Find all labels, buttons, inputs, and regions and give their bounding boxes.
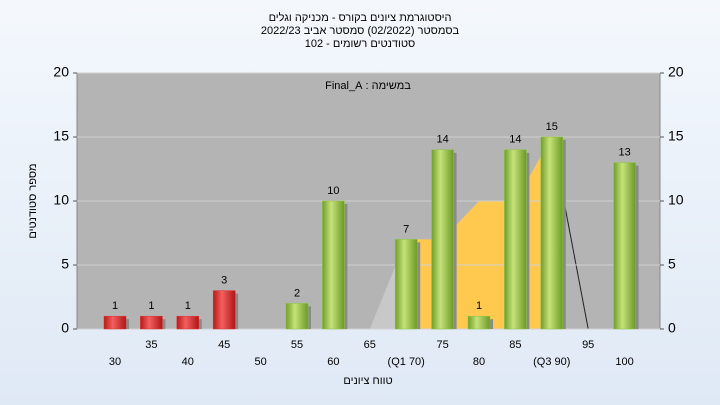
- x-tick-label: 40: [182, 356, 194, 368]
- y2-tick-label: 20: [668, 64, 684, 80]
- title-line: היסטוגרמת ציונים בקורס - מכניקה וגלים: [269, 11, 452, 24]
- bar: [322, 200, 345, 330]
- y2-tick-label: 10: [668, 192, 684, 208]
- x-tick-label: 60: [327, 356, 339, 368]
- y-tick-label: 10: [53, 192, 69, 208]
- bar: [212, 290, 236, 330]
- x-tick-label: 95: [582, 339, 594, 351]
- y-axis-label: מספר סטודנטים: [27, 163, 39, 238]
- x-tick-label: 75: [436, 339, 448, 351]
- x-tick-label: 85: [509, 339, 521, 351]
- bar: [140, 315, 163, 330]
- bar: [504, 149, 527, 330]
- data-label: 3: [221, 275, 227, 287]
- x-tick-label: 35: [145, 339, 157, 351]
- y-tick-label: 5: [61, 256, 69, 272]
- y2-tick-label: 5: [668, 256, 676, 272]
- bar: [467, 315, 491, 330]
- y-tick-label: 20: [53, 64, 69, 80]
- data-label: 15: [546, 121, 558, 133]
- data-label: 10: [327, 185, 339, 197]
- bar: [431, 149, 454, 330]
- y2-tick-label: 15: [668, 128, 684, 144]
- x-tick-label: (Q1 70): [388, 356, 425, 368]
- bar: [176, 315, 200, 330]
- x-tick-label: 45: [218, 339, 230, 351]
- title-line: בסמסטר (02/2022) סמסטר אביב 2022/23: [261, 25, 460, 37]
- x-axis-label: טווח ציונים: [343, 375, 392, 387]
- x-tick-label: 100: [615, 356, 633, 368]
- x-tick-label: 30: [109, 356, 121, 368]
- data-label: 14: [436, 134, 448, 146]
- bar: [613, 162, 636, 330]
- y2-tick-label: 0: [668, 320, 676, 336]
- data-label: 1: [185, 300, 191, 312]
- data-label: 1: [112, 300, 118, 312]
- bar: [540, 136, 564, 330]
- bar: [394, 239, 418, 330]
- data-label: 1: [148, 300, 154, 312]
- x-tick-label: (Q3 90): [533, 356, 570, 368]
- data-label: 13: [618, 147, 630, 159]
- bar: [103, 315, 127, 330]
- data-label: 14: [509, 134, 521, 146]
- x-tick-label: 80: [473, 356, 485, 368]
- x-tick-label: 50: [254, 356, 266, 368]
- data-label: 7: [403, 223, 409, 235]
- y-tick-label: 0: [61, 320, 69, 336]
- data-label: 1: [476, 300, 482, 312]
- y-tick-label: 15: [53, 128, 69, 144]
- title-line: סטודנטים רשומים - 102: [305, 38, 416, 50]
- x-tick-label: 65: [364, 339, 376, 351]
- bar: [285, 303, 309, 330]
- annotation: במשימה : Final_A: [325, 80, 411, 92]
- x-tick-label: 55: [291, 339, 303, 351]
- data-label: 2: [294, 287, 300, 299]
